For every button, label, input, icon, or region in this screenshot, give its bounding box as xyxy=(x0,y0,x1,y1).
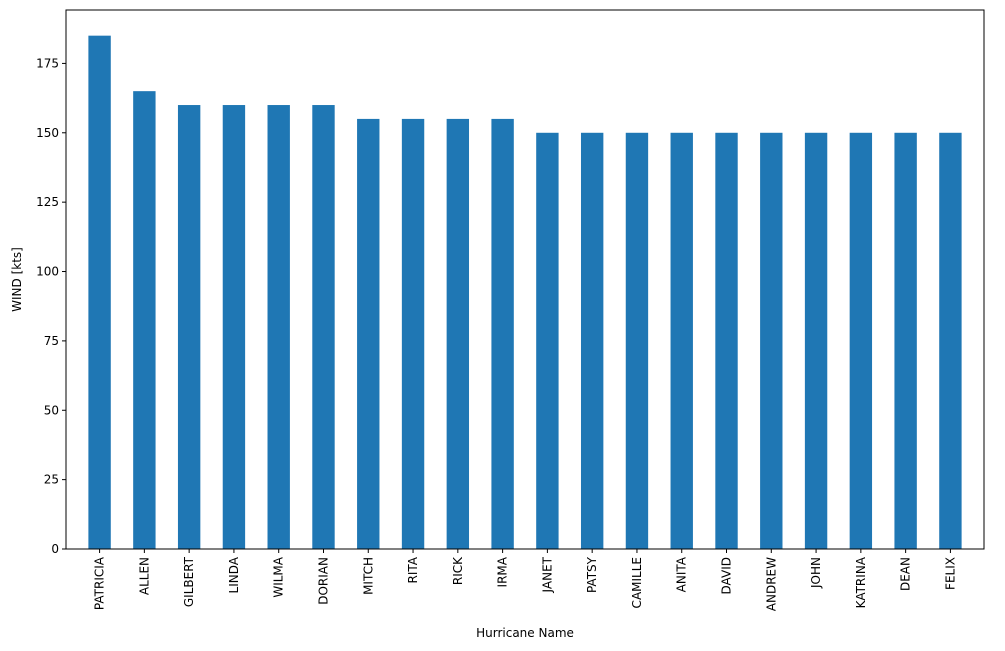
bar-allen xyxy=(133,91,156,549)
bar-patricia xyxy=(88,35,111,549)
bar-irma xyxy=(491,118,514,549)
bar-mitch xyxy=(357,118,380,549)
bar-felix xyxy=(939,132,962,549)
bar-linda xyxy=(222,105,246,549)
bar-andrew xyxy=(760,132,783,549)
y-tick-label: 50 xyxy=(44,403,59,417)
x-tick-label: MITCH xyxy=(361,557,375,595)
bar-patsy xyxy=(580,132,604,549)
y-tick-label: 25 xyxy=(44,473,59,487)
x-tick-label: DAVID xyxy=(720,557,734,594)
y-axis-label: WIND [kts] xyxy=(10,247,24,312)
bar-david xyxy=(715,132,738,549)
x-tick-label: ANDREW xyxy=(764,557,778,611)
x-axis-label: Hurricane Name xyxy=(476,626,574,640)
bar-janet xyxy=(536,132,559,549)
y-tick-label: 75 xyxy=(44,334,59,348)
bar-john xyxy=(804,132,828,549)
x-tick-label: PATRICIA xyxy=(93,556,107,610)
y-tick-label: 175 xyxy=(36,56,59,70)
x-tick-label: ANITA xyxy=(675,556,689,592)
x-tick-label: JOHN xyxy=(809,557,823,589)
x-tick-label: IRMA xyxy=(496,556,510,587)
y-tick-label: 0 xyxy=(51,542,59,556)
bar-dorian xyxy=(312,105,335,549)
x-tick-label: ALLEN xyxy=(137,557,151,595)
bar-anita xyxy=(670,132,693,549)
x-tick-label: DEAN xyxy=(899,557,913,591)
x-tick-label: PATSY xyxy=(585,556,599,593)
bar-camille xyxy=(625,132,649,549)
y-axis: 0 25 50 75 100 125 150 175 xyxy=(36,56,66,556)
x-tick-label: CAMILLE xyxy=(630,557,644,608)
plot-frame xyxy=(65,9,985,550)
bar-wilma xyxy=(267,105,290,549)
x-tick-label: WILMA xyxy=(272,556,286,597)
bars-group xyxy=(88,35,962,549)
x-tick-label: JANET xyxy=(540,556,554,593)
bar-katrina xyxy=(849,132,873,549)
bar-rita xyxy=(401,118,425,549)
bar-rick xyxy=(446,118,470,549)
x-tick-label: DORIAN xyxy=(316,557,330,605)
x-tick-label: LINDA xyxy=(227,556,241,593)
x-tick-label: GILBERT xyxy=(182,556,196,607)
y-tick-label: 150 xyxy=(36,126,59,140)
x-tick-label: RICK xyxy=(451,556,465,585)
x-tick-label: KATRINA xyxy=(854,556,868,608)
x-tick-label: FELIX xyxy=(943,557,957,590)
y-tick-label: 125 xyxy=(36,195,59,209)
bar-dean xyxy=(894,132,917,549)
x-tick-label: RITA xyxy=(406,556,420,583)
bar-gilbert xyxy=(177,105,201,549)
y-tick-label: 100 xyxy=(36,265,59,279)
x-axis: PATRICIA ALLEN GILBERT LINDA WILMA DORIAN MITC… xyxy=(93,549,957,611)
